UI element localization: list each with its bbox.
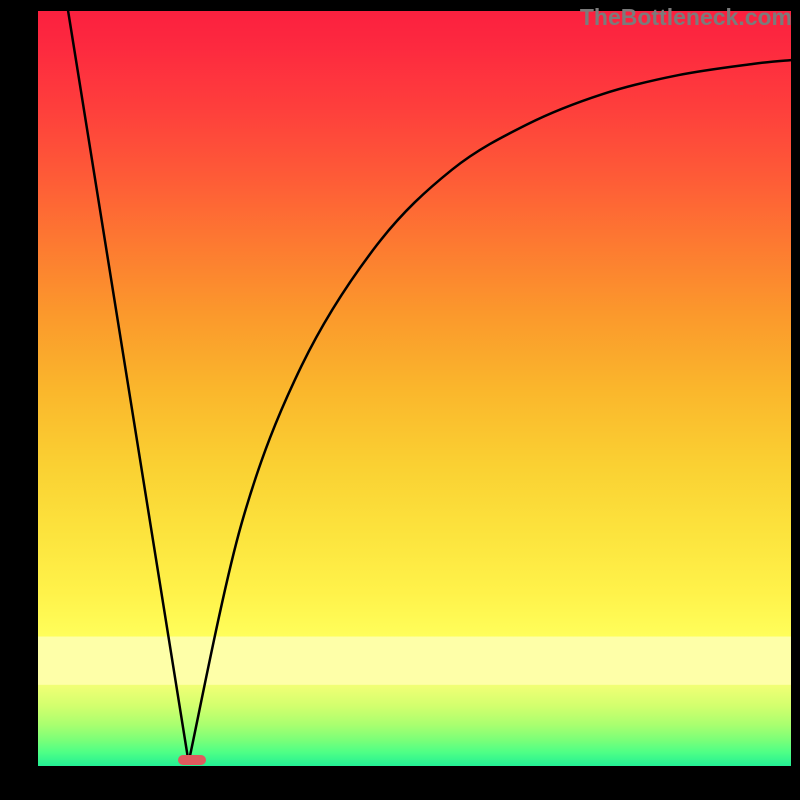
- plot-area: [38, 11, 791, 766]
- min-marker: [178, 755, 206, 765]
- watermark-text: TheBottleneck.com: [580, 4, 792, 31]
- chart-canvas: TheBottleneck.com: [0, 0, 800, 800]
